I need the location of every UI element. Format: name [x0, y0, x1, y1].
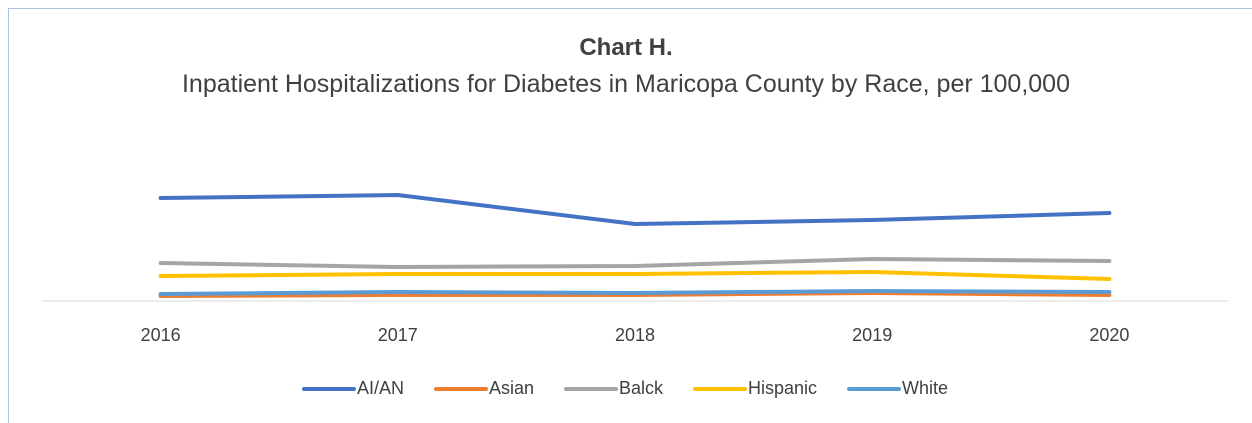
chart-frame [8, 8, 1252, 423]
series-line [158, 288, 1112, 297]
x-tick-label: 2019 [852, 325, 892, 345]
series-line [158, 193, 1112, 226]
legend-label: Asian [489, 378, 534, 398]
series-line [158, 269, 1112, 282]
titles: Chart H. Inpatient Hospitalizations for … [176, 30, 1076, 102]
x-tick-label: 2018 [615, 325, 655, 345]
legend-label: AI/AN [357, 378, 404, 398]
legend-label: White [902, 378, 948, 398]
legend-label: Hispanic [748, 378, 817, 398]
chart-title: Chart H. [579, 34, 673, 61]
x-tick-label: 2017 [378, 325, 418, 345]
series-line [158, 257, 1112, 269]
x-tick-label: 2020 [1089, 325, 1129, 345]
legend-label: Balck [619, 378, 664, 398]
chart-subtitle: Inpatient Hospitalizations for Diabetes … [181, 70, 1070, 98]
x-tick-label: 2016 [141, 325, 181, 345]
